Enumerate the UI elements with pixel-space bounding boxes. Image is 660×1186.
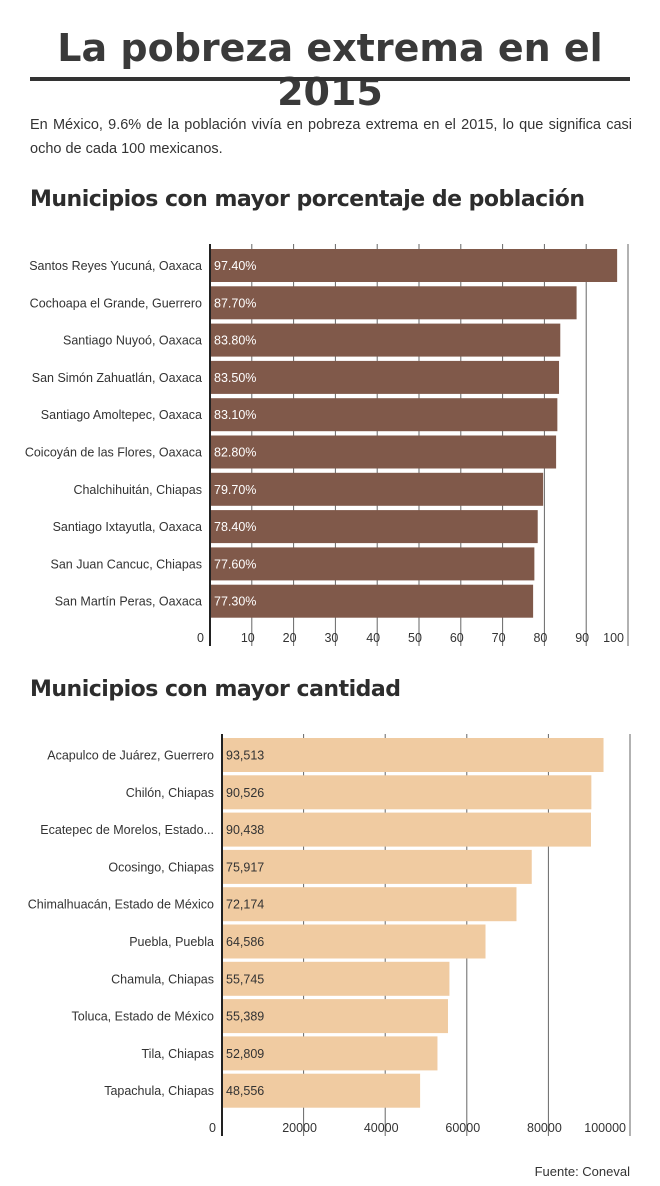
intro-text: En México, 9.6% de la población vivía en… <box>30 117 632 157</box>
x-tick-label: 70 <box>492 631 506 645</box>
bar-value-label: 64,586 <box>226 935 264 949</box>
category-label: Cochoapa el Grande, Guerrero <box>30 296 202 310</box>
x-tick-label: 40000 <box>364 1121 399 1135</box>
bar-value-label: 77.60% <box>214 557 256 571</box>
category-label: Chamula, Chiapas <box>111 972 214 986</box>
bar-value-label: 55,389 <box>226 1010 264 1024</box>
bar <box>222 887 517 922</box>
category-label: Tila, Chiapas <box>142 1047 215 1061</box>
category-label: Santos Reyes Yucuná, Oaxaca <box>29 259 202 273</box>
category-label: Santiago Ixtayutla, Oaxaca <box>53 520 202 534</box>
bar-value-label: 55,745 <box>226 972 264 986</box>
chart-2: 93,513 Acapulco de Juárez, Guerrero 90,526… <box>0 730 660 1140</box>
x-tick-label: 80000 <box>527 1121 562 1135</box>
x-tick-label: 60 <box>450 631 464 645</box>
bar-value-label: 87.70% <box>214 296 256 310</box>
category-label: Toluca, Estado de México <box>72 1010 214 1024</box>
bar <box>210 584 534 618</box>
bar <box>210 360 560 394</box>
bar <box>222 999 448 1034</box>
bar <box>210 472 544 506</box>
x-tick-label: 100 <box>603 631 624 645</box>
category-label: Chilón, Chiapas <box>126 786 214 800</box>
bar <box>210 323 561 357</box>
bar-value-label: 48,556 <box>226 1084 264 1098</box>
bar <box>210 286 577 320</box>
bar <box>222 1036 438 1071</box>
x-tick-label: 40 <box>366 631 380 645</box>
bar-value-label: 90,438 <box>226 823 264 837</box>
page-title: La pobreza extrema en el 2015 <box>57 26 603 114</box>
source-note: Fuente: Coneval <box>534 1164 630 1179</box>
x-tick-label: 30 <box>324 631 338 645</box>
bar <box>222 1073 421 1108</box>
x-tick-label: 0 <box>197 631 204 645</box>
chart-1-svg: 97.40% Santos Reyes Yucuná, Oaxaca 87.70% C… <box>25 244 629 646</box>
chart-2-svg: 93,513 Acapulco de Juárez, Guerrero 90,526… <box>28 734 631 1136</box>
bar <box>210 510 538 544</box>
title-underline <box>30 77 630 81</box>
bar <box>222 961 450 996</box>
bar-value-label: 78.40% <box>214 520 256 534</box>
category-label: Chimalhuacán, Estado de México <box>28 898 214 912</box>
bar-value-label: 79.70% <box>214 483 256 497</box>
category-label: Santiago Amoltepec, Oaxaca <box>41 408 202 422</box>
x-tick-label: 50 <box>408 631 422 645</box>
bar <box>222 849 532 884</box>
bar-value-label: 97.40% <box>214 259 256 273</box>
bar-value-label: 90,526 <box>226 786 264 800</box>
x-tick-label: 60000 <box>445 1121 480 1135</box>
chart-1: 97.40% Santos Reyes Yucuná, Oaxaca 87.70% C… <box>0 240 660 650</box>
bar <box>222 924 486 959</box>
x-tick-label: 20000 <box>282 1121 317 1135</box>
bar-value-label: 82.80% <box>214 446 256 460</box>
category-label: Acapulco de Juárez, Guerrero <box>47 749 214 763</box>
category-label: Tapachula, Chiapas <box>104 1084 214 1098</box>
bar-value-label: 75,917 <box>226 860 264 874</box>
category-label: Chalchihuitán, Chiapas <box>73 483 202 497</box>
category-label: Coicoyán de las Flores, Oaxaca <box>25 446 202 460</box>
category-label: San Simón Zahuatlán, Oaxaca <box>32 371 202 385</box>
category-label: Ecatepec de Morelos, Estado... <box>40 823 214 837</box>
category-label: Ocosingo, Chiapas <box>108 860 214 874</box>
bar <box>210 435 557 469</box>
chart-2-title: Municipios con mayor cantidad <box>30 677 401 702</box>
bar-value-label: 72,174 <box>226 898 264 912</box>
x-tick-label: 100000 <box>584 1121 626 1135</box>
category-label: San Martín Peras, Oaxaca <box>55 595 202 609</box>
bar <box>210 249 618 282</box>
category-label: Puebla, Puebla <box>129 935 214 949</box>
category-label: San Juan Cancuc, Chiapas <box>51 557 202 571</box>
x-tick-label: 90 <box>575 631 589 645</box>
bar <box>222 738 604 772</box>
bar <box>222 775 592 810</box>
chart-1-title: Municipios con mayor porcentaje de pobla… <box>30 187 585 212</box>
bar <box>222 812 591 847</box>
bar <box>210 398 558 432</box>
x-tick-label: 0 <box>209 1121 216 1135</box>
x-tick-label: 20 <box>283 631 297 645</box>
bar <box>210 547 535 581</box>
bar-value-label: 83.50% <box>214 371 256 385</box>
bar-value-label: 83.80% <box>214 334 256 348</box>
bar-value-label: 83.10% <box>214 408 256 422</box>
bar-value-label: 77.30% <box>214 595 256 609</box>
x-tick-label: 10 <box>241 631 255 645</box>
x-tick-label: 80 <box>533 631 547 645</box>
bar-value-label: 52,809 <box>226 1047 264 1061</box>
category-label: Santiago Nuyoó, Oaxaca <box>63 334 202 348</box>
bar-value-label: 93,513 <box>226 749 264 763</box>
